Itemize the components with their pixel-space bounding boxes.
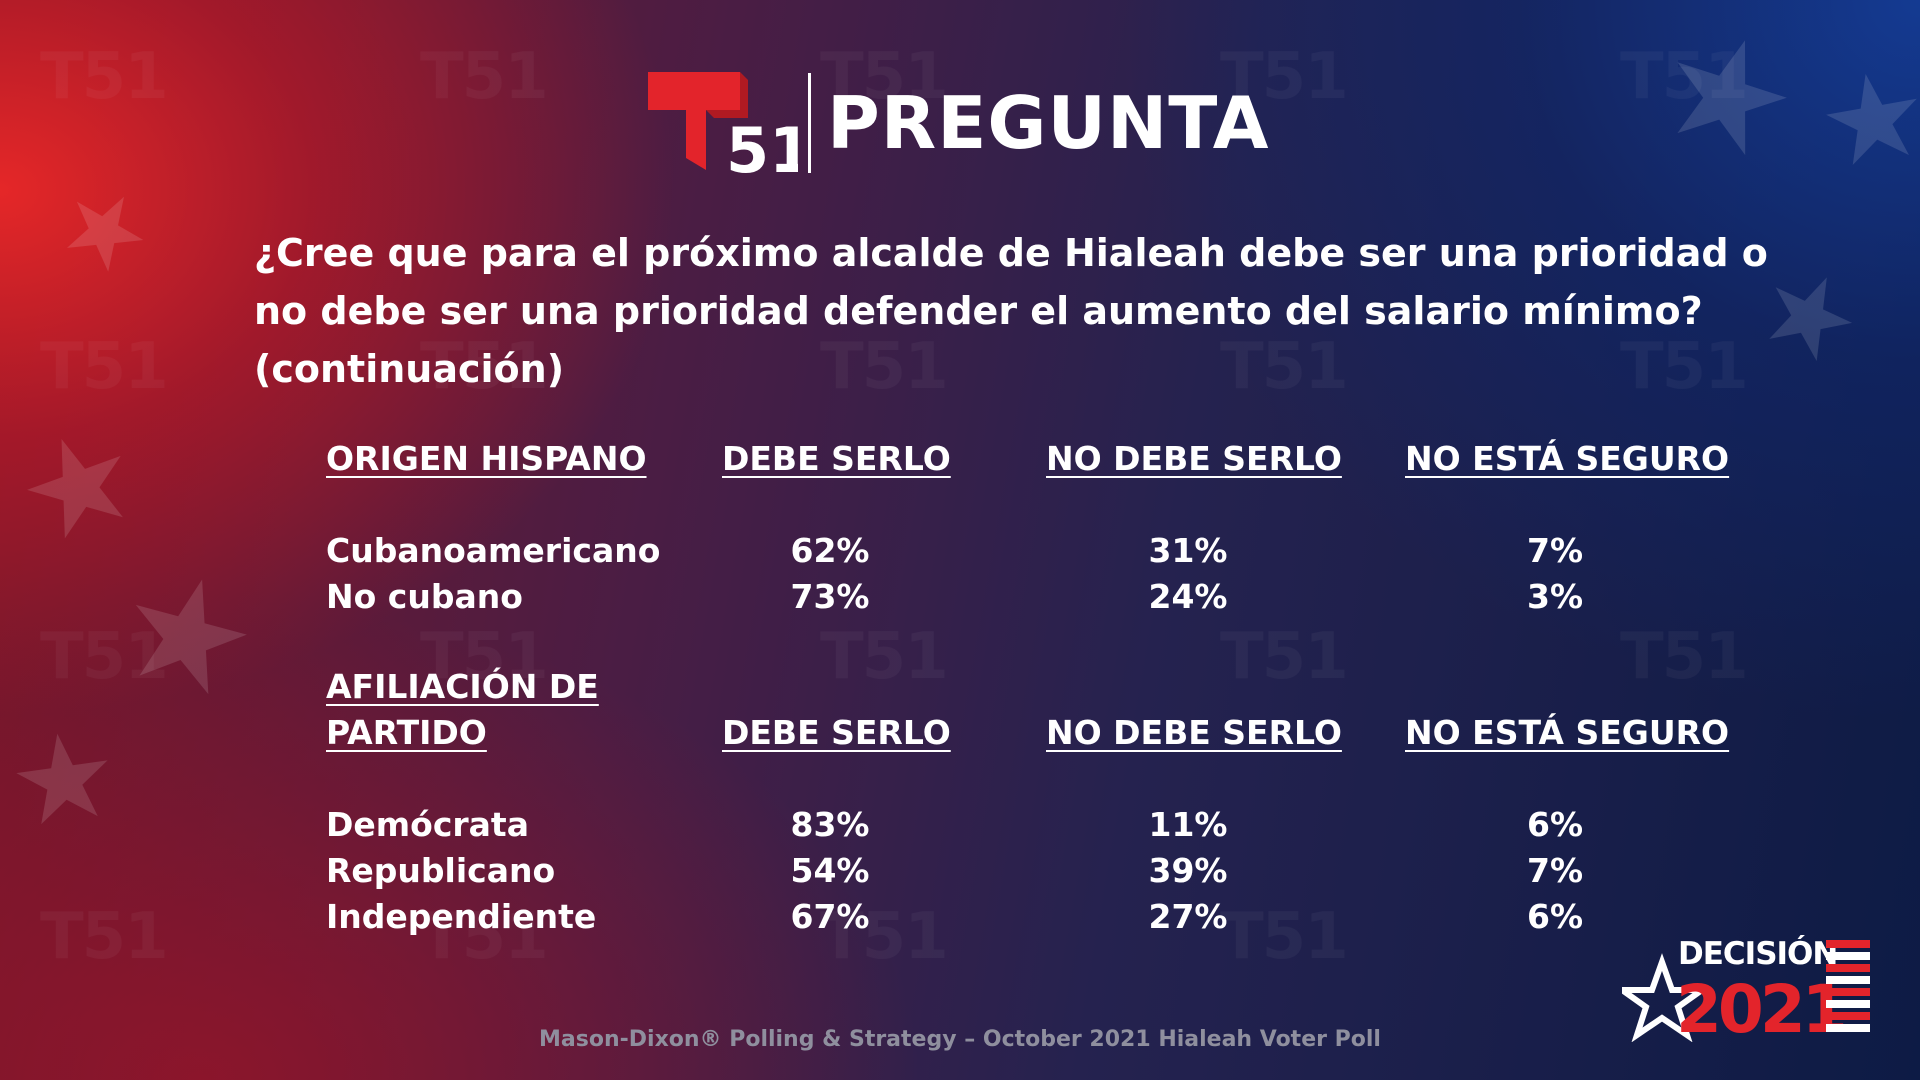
- table-cell: 3%: [1526, 577, 1584, 616]
- table-cell: 73%: [790, 577, 870, 616]
- table-cell: 31%: [1148, 531, 1228, 570]
- table-cell: 6%: [1526, 897, 1584, 936]
- decision-year: 2021: [1676, 971, 1844, 1042]
- group-header-afiliacion-line-1: AFILIACIÓN DE: [326, 667, 599, 706]
- logo-number: 51: [726, 114, 798, 175]
- table-cell: 11%: [1148, 805, 1228, 844]
- source-credit: Mason-Dixon® Polling & Strategy – Octobe…: [539, 1027, 1381, 1052]
- page-title: PREGUNTA: [827, 80, 1270, 165]
- star-icon: ★: [37, 156, 174, 303]
- table-cell: 83%: [790, 805, 870, 844]
- table-cell: 7%: [1526, 531, 1584, 570]
- star-icon: ★: [1636, 0, 1819, 199]
- table-cell: 27%: [1148, 897, 1228, 936]
- telemundo-51-logo-icon: 51: [648, 72, 798, 175]
- row-label: Independiente: [326, 897, 597, 936]
- table-cell: 39%: [1148, 851, 1228, 890]
- decision-word: DECISIÓN: [1678, 935, 1837, 972]
- question-text: ¿Cree que para el próximo alcalde de Hia…: [254, 224, 1814, 398]
- column-header-no-debe: NO DEBE SERLO: [1046, 439, 1342, 478]
- header-divider: [808, 72, 811, 173]
- table-cell: 54%: [790, 851, 870, 890]
- row-label: Demócrata: [326, 805, 529, 844]
- star-icon: ★: [0, 703, 127, 856]
- group-header-origen: ORIGEN HISPANO: [326, 439, 647, 478]
- column-header-no-seguro: NO ESTÁ SEGURO: [1405, 713, 1730, 752]
- table-cell: 62%: [790, 531, 870, 570]
- column-header-no-debe: NO DEBE SERLO: [1046, 713, 1342, 752]
- table-cell: 24%: [1148, 577, 1228, 616]
- row-label: Republicano: [326, 851, 556, 890]
- question-line-2: no debe ser una prioridad defender el au…: [254, 289, 1703, 333]
- row-label: Cubanoamericano: [326, 531, 661, 570]
- table-cell: 6%: [1526, 805, 1584, 844]
- star-icon: ★: [99, 533, 275, 737]
- table-cell: 67%: [790, 897, 870, 936]
- group-header-afiliacion-line-2: PARTIDO: [326, 713, 487, 752]
- question-line-3: (continuación): [254, 347, 565, 391]
- decision-2021-logo-icon: DECISIÓN 2021: [1622, 935, 1870, 1042]
- question-line-1: ¿Cree que para el próximo alcalde de Hia…: [254, 231, 1768, 275]
- column-header-debe: DEBE SERLO: [722, 713, 951, 752]
- table-cell: 7%: [1526, 851, 1584, 890]
- flag-stripes-icon: [1826, 940, 1870, 1032]
- row-label: No cubano: [326, 577, 523, 616]
- column-header-no-seguro: NO ESTÁ SEGURO: [1405, 439, 1730, 478]
- star-icon: ★: [0, 393, 160, 577]
- column-header-debe: DEBE SERLO: [722, 439, 951, 478]
- header: 51 PREGUNTA: [648, 70, 1269, 175]
- star-icon: ★: [1808, 41, 1920, 198]
